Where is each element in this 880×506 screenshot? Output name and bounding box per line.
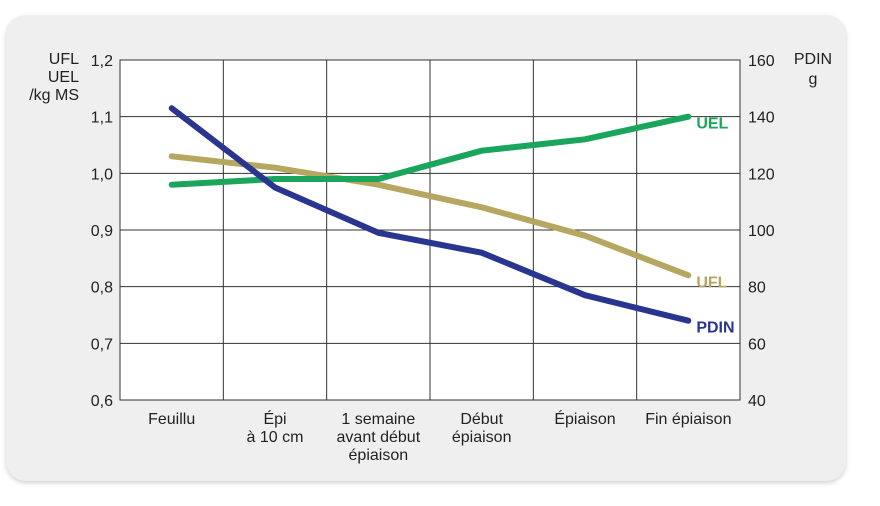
series-label-ufl: UFL: [696, 274, 727, 291]
left-axis-ticks: 0,6 0,7 0,8 0,9 1,0 1,1 1,2: [91, 53, 113, 410]
left-tick-label: 0,6: [91, 393, 113, 410]
grid: [119, 59, 741, 401]
left-tick-label: 1,0: [91, 166, 113, 183]
left-axis-title-ufl: UFL: [49, 51, 79, 68]
category-label: Feuillu: [148, 411, 195, 428]
series-labels: UFL UEL PDIN: [696, 116, 734, 337]
right-tick-label: 160: [748, 53, 775, 70]
category-label: épiaison: [452, 429, 512, 446]
right-tick-label: 60: [748, 336, 766, 353]
left-tick-label: 1,2: [91, 53, 113, 70]
right-tick-label: 120: [748, 166, 775, 183]
series-line-pdin: [168, 105, 692, 324]
series-line-ufl: [168, 153, 692, 279]
right-axis-ticks: 40 60 80 100 120 140 160: [748, 53, 775, 410]
right-axis-title: PDIN g: [794, 51, 832, 88]
left-axis-title-unit: /kg MS: [29, 87, 79, 104]
right-axis-title-unit: g: [809, 71, 818, 88]
left-axis-title-uel: UEL: [48, 69, 79, 86]
right-axis-title-pdin: PDIN: [794, 51, 832, 68]
category-label: à 10 cm: [247, 429, 304, 446]
category-label: avant début: [337, 429, 421, 446]
series-line-uel: [168, 113, 692, 188]
left-tick-label: 0,8: [91, 280, 113, 297]
category-label: Épi: [263, 409, 286, 428]
category-label: Fin épiaison: [645, 411, 731, 428]
series-lines: [168, 105, 692, 324]
series-label-uel: UEL: [696, 116, 728, 133]
left-tick-label: 1,1: [91, 110, 113, 127]
category-label: Début: [460, 411, 503, 428]
right-tick-label: 80: [748, 280, 766, 297]
left-tick-label: 0,9: [91, 223, 113, 240]
right-tick-label: 40: [748, 393, 766, 410]
category-label: épiaison: [349, 447, 409, 464]
right-tick-label: 140: [748, 110, 775, 127]
series-label-pdin: PDIN: [696, 320, 734, 337]
right-tick-label: 100: [748, 223, 775, 240]
category-label: 1 semaine: [341, 411, 415, 428]
left-tick-label: 0,7: [91, 336, 113, 353]
category-label: Épiaison: [554, 409, 615, 428]
